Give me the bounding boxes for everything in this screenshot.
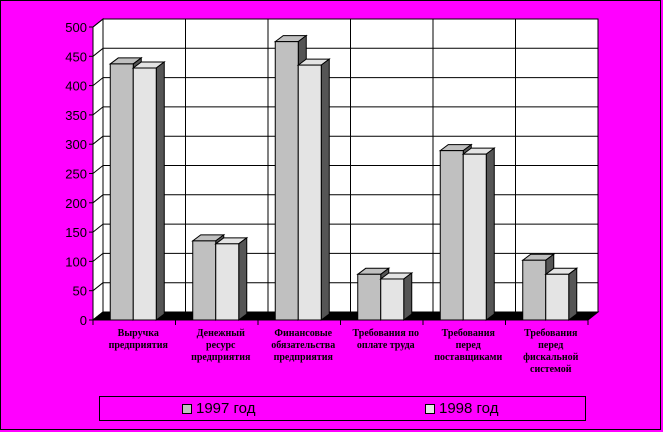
bar-2-series-1 [297, 64, 322, 321]
y-tick-label: 500 [65, 20, 87, 35]
x-category-label-line: Выручка [118, 328, 159, 339]
bar-3-series-1 [380, 278, 405, 321]
gridline-side [92, 106, 104, 116]
legend-entry-1998: 1998 год [425, 400, 498, 417]
x-category-label-line: оплате труда [357, 340, 415, 351]
y-tick-label: 50 [73, 284, 87, 299]
gridline-side [92, 282, 104, 292]
x-category-label-line: перед [538, 340, 563, 351]
legend-label-1998: 1998 год [439, 400, 499, 417]
gridline-side [92, 77, 104, 86]
gridline-side [92, 47, 104, 57]
bar-side [403, 271, 413, 321]
chart-legend: 1997 год 1998 год [99, 396, 586, 421]
bar-4-series-1 [462, 153, 487, 321]
bar-side [238, 236, 248, 321]
bar-0-series-0 [109, 63, 134, 321]
x-category-label-line: системой [530, 364, 572, 375]
legend-label-1997: 1997 год [196, 400, 256, 417]
bar-0-series-1 [132, 67, 157, 321]
y-tick-label: 100 [65, 254, 87, 269]
bar-side [320, 58, 330, 321]
x-category-label-line: Требования [442, 328, 496, 339]
x-category-label-line: поставщиками [434, 352, 502, 363]
x-category-label-line: предприятия [274, 352, 334, 363]
legend-entry-1997: 1997 год [182, 400, 255, 417]
bar-1-series-0 [192, 240, 217, 321]
y-tick-label: 200 [65, 196, 87, 211]
legend-swatch-1997 [182, 403, 192, 414]
y-tick-label: 250 [65, 167, 87, 182]
x-category-label: Выручка предприятия [109, 328, 169, 351]
bar-side [568, 267, 578, 321]
x-category-label-line: Требования по [352, 328, 419, 339]
gridline-side [92, 18, 104, 28]
bar-2-series-0 [274, 41, 299, 321]
y-tick-label: 150 [65, 225, 87, 240]
y-tick-label: 0 [80, 313, 87, 328]
x-category-label: Требования по оплате труда [352, 328, 419, 351]
x-category-label: Финансовые обязательства предприятия [271, 328, 335, 363]
gridline-side [92, 194, 104, 204]
gridline-side [92, 165, 104, 174]
y-tick-label: 300 [65, 137, 87, 152]
gridline-side [92, 253, 104, 262]
bar-side [155, 61, 165, 321]
x-category-label-line: перед [456, 340, 481, 351]
x-category-label-line: Требования [524, 328, 578, 339]
x-category-label-line: обязательства [271, 340, 335, 351]
x-category-label-line: предприятия [191, 352, 251, 363]
y-tick-label: 350 [65, 108, 87, 123]
y-tick-label: 400 [65, 79, 87, 94]
bar-side [485, 147, 495, 321]
y-tick-label: 450 [65, 49, 87, 64]
bar-4-series-0 [439, 150, 464, 321]
x-category-label-line: Денежный [197, 328, 245, 339]
x-category-label-line: фискальной [523, 352, 578, 363]
x-category-label-line: предприятия [109, 340, 169, 351]
x-category-label-line: ресурс [206, 340, 236, 351]
x-category-label: Требования перед фискальной системой [523, 328, 578, 375]
bar-5-series-0 [522, 259, 547, 321]
gridline-side [92, 135, 104, 145]
x-category-label: Требования перед поставщиками [434, 328, 502, 363]
bar-5-series-1 [545, 273, 570, 321]
x-category-label-line: Финансовые [274, 328, 332, 339]
x-category-label: Денежный ресурс предприятия [191, 328, 251, 363]
legend-swatch-1998 [425, 403, 435, 414]
bar-3-series-0 [357, 273, 382, 321]
gridline-side [92, 223, 104, 233]
bar-1-series-1 [215, 243, 240, 321]
